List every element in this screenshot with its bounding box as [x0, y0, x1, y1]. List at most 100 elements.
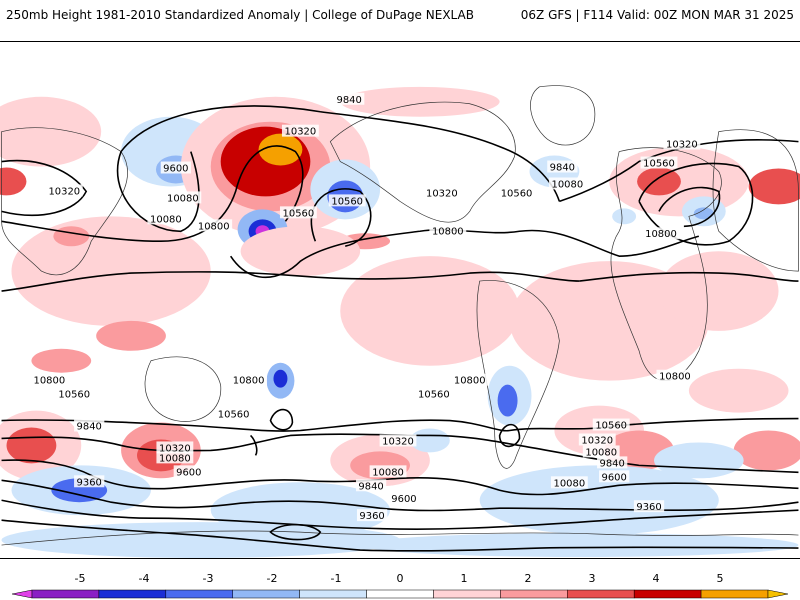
anomaly-blob	[612, 208, 637, 225]
contour-label-bg	[195, 219, 233, 232]
contour-label: 10080	[372, 467, 404, 478]
contour-label: 10560	[218, 410, 250, 421]
contour-label: 10560	[418, 390, 450, 401]
anomaly-blob	[693, 207, 714, 220]
contour-label: 10080	[150, 214, 182, 225]
colorbar-arrow-max	[767, 589, 789, 599]
contour-label-bg	[548, 177, 586, 190]
anomaly-blob	[340, 256, 520, 366]
contour-label: 10800	[198, 221, 230, 232]
coastline	[530, 85, 596, 146]
anomaly-blob	[688, 368, 789, 413]
colorbar-band	[31, 589, 100, 599]
colorbar-band	[700, 589, 769, 599]
anomaly-blob	[0, 167, 27, 196]
map-title: 250mb Height 1981-2010 Standardized Anom…	[6, 8, 474, 22]
height-contour	[1, 271, 580, 292]
colorbar-band	[633, 589, 702, 599]
contour-label: 10080	[554, 478, 586, 489]
contour-label: 10560	[643, 159, 675, 170]
colorbar-band	[567, 589, 635, 599]
contour-label: 9840	[358, 481, 383, 492]
contour-label-bg	[328, 194, 366, 207]
colorbar-band	[500, 589, 568, 599]
contour-label-bg	[147, 212, 185, 225]
anomaly-blob	[0, 96, 102, 167]
contour-label-bg	[582, 445, 620, 458]
contour-label: 10560	[595, 421, 627, 432]
contour-label-bg	[164, 191, 202, 204]
colorbar-tick-label: 2	[525, 572, 532, 585]
contour-label: 9840	[600, 458, 625, 469]
contour-label-bg	[633, 500, 665, 513]
contour-label-bg	[597, 456, 628, 469]
height-contour	[120, 105, 561, 202]
contour-label: 10320	[426, 188, 458, 199]
contour-label: 10560	[501, 188, 533, 199]
anomaly-blob	[497, 384, 518, 417]
colorbar-tick-label: 0	[397, 572, 404, 585]
contour-label: 10560	[283, 208, 315, 219]
colorbar-band	[232, 589, 300, 599]
contour-label: 10080	[585, 447, 617, 458]
contour-label: 10800	[645, 229, 677, 240]
contour-label-bg	[429, 224, 467, 237]
anomaly-blob	[409, 428, 450, 453]
height-contour	[1, 519, 799, 552]
contour-label: 10320	[666, 140, 698, 151]
colorbar-tick-label: -3	[203, 572, 214, 585]
contour-label-bg	[230, 373, 268, 386]
colorbar-tick-label: -4	[139, 572, 150, 585]
contour-label: 10080	[159, 453, 191, 464]
contour-label-bg	[656, 369, 694, 382]
contour-label: 9840	[550, 163, 575, 174]
colorbar-tick-label: 5	[717, 572, 724, 585]
contour-label: 9600	[601, 472, 626, 483]
contour-label-bg	[415, 387, 453, 400]
height-contour	[638, 162, 754, 246]
height-contour	[116, 151, 200, 233]
contour-label: 10080	[167, 193, 199, 204]
contour-label-bg	[160, 161, 192, 174]
contour-label-bg	[30, 373, 68, 386]
contour-label-bg	[355, 479, 387, 492]
contour-label-bg	[388, 492, 420, 505]
contour-label: 10800	[432, 226, 464, 237]
colorbar-tick-label: -2	[267, 572, 278, 585]
contour-label-bg	[663, 137, 701, 150]
coastline	[144, 356, 222, 422]
colorbar: -5 -4 -3 -2 -1 0 1 2 3 4 5	[11, 572, 789, 599]
contour-label-bg	[45, 184, 83, 197]
colorbar-tick-label: -5	[75, 572, 86, 585]
contour-label-bg	[550, 476, 588, 489]
contour-label-bg	[356, 509, 388, 522]
contour-label-bg	[498, 186, 535, 199]
anomaly-blob	[654, 442, 744, 479]
anomaly-blob	[340, 86, 500, 117]
contour-label: 9600	[163, 163, 188, 174]
anomaly-blob	[273, 369, 288, 388]
colorbar-band	[165, 589, 233, 599]
colorbar-band	[299, 589, 367, 599]
anomaly-blob	[31, 348, 92, 373]
coastline	[476, 280, 560, 469]
contour-label-bg	[599, 470, 630, 483]
contour-label-bg	[156, 451, 194, 464]
height-contour	[1, 499, 799, 530]
contour-label: 10320	[581, 435, 613, 446]
height-contour	[249, 434, 258, 456]
height-contour	[1, 145, 304, 243]
anomaly-blob	[748, 168, 800, 205]
contour-label: 10800	[454, 376, 486, 387]
contour-label-bg	[379, 434, 417, 447]
colorbar-band	[98, 589, 167, 599]
contour-label-bg	[642, 227, 680, 240]
coastline	[1, 127, 128, 276]
colorbar-tick-label: -1	[331, 572, 342, 585]
anomaly-blob	[658, 251, 779, 331]
contour-label-bg	[156, 441, 194, 454]
contour-label: 9840	[337, 95, 362, 106]
contour-label: 10320	[382, 436, 414, 447]
height-contour	[1, 159, 88, 216]
height-contour	[269, 408, 294, 431]
